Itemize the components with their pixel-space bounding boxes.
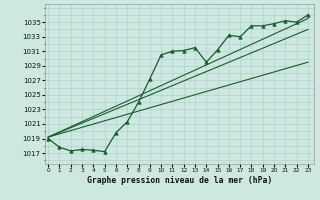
X-axis label: Graphe pression niveau de la mer (hPa): Graphe pression niveau de la mer (hPa) [87,176,272,185]
